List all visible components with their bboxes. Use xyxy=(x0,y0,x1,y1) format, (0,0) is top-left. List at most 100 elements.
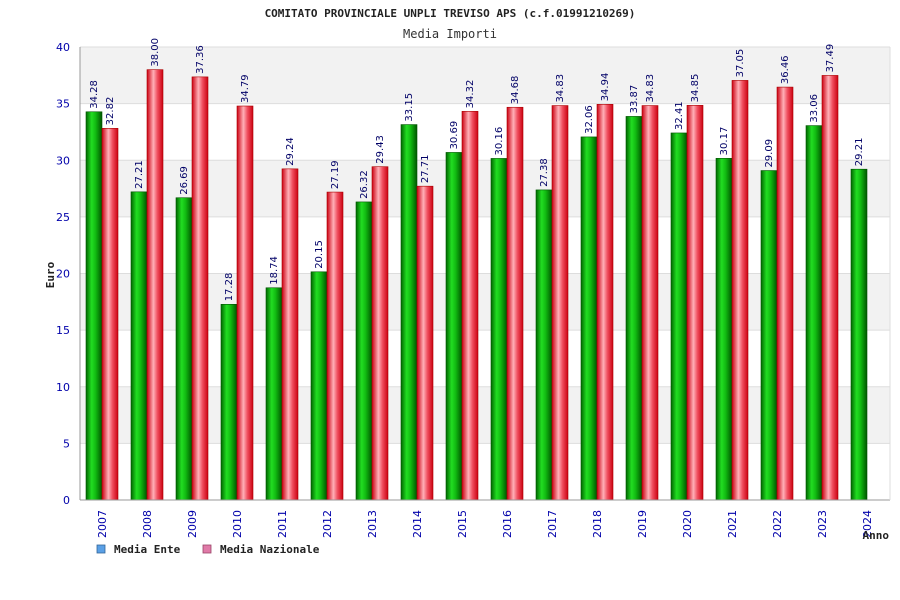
bar-media-ente xyxy=(670,132,688,501)
bar-media-nazionale xyxy=(326,191,344,501)
bar-value-label: 34.85 xyxy=(690,74,701,103)
bar-media-ente xyxy=(760,170,778,501)
bar-media-nazionale xyxy=(371,166,389,501)
y-tick-label: 40 xyxy=(56,41,70,54)
grid-band xyxy=(80,273,890,331)
bar-value-label: 29.43 xyxy=(375,135,386,164)
bar-media-ente xyxy=(265,287,283,501)
y-tick-label: 15 xyxy=(56,324,70,337)
bar-value-label: 38.00 xyxy=(150,38,161,67)
y-tick-label: 10 xyxy=(56,381,70,394)
y-tick-label: 35 xyxy=(56,98,70,111)
bar-value-label: 37.36 xyxy=(195,45,206,74)
x-tick-label: 2021 xyxy=(726,510,739,538)
bar-value-label: 36.46 xyxy=(780,55,791,84)
bar-value-label: 27.19 xyxy=(330,160,341,189)
bar-value-label: 33.15 xyxy=(404,93,415,122)
bar-media-nazionale xyxy=(281,168,299,501)
bar-value-labels: 34.28 27.21 26.69 17.28 18.74 20.15 26.32 33.15… xyxy=(89,38,865,301)
bar-value-label: 33.87 xyxy=(629,85,640,114)
grid-band xyxy=(80,386,890,444)
bar-media-ente xyxy=(130,191,148,501)
legend: Media Ente Media Nazionale xyxy=(96,543,320,556)
bar-media-nazionale xyxy=(191,76,209,501)
bar-media-ente xyxy=(400,124,418,501)
legend-swatch-media-nazionale xyxy=(202,544,212,554)
x-tick-label: 2019 xyxy=(636,510,649,538)
bar-media-nazionale xyxy=(641,105,659,501)
bar-value-label: 34.83 xyxy=(645,74,656,103)
bar-value-label: 18.74 xyxy=(269,256,280,285)
bar-media-nazionale xyxy=(551,105,569,501)
bar-media-nazionale xyxy=(101,128,119,501)
x-tick-label: 2009 xyxy=(186,510,199,538)
bar-value-label: 34.32 xyxy=(465,80,476,109)
y-tick-label: 5 xyxy=(63,437,70,450)
bar-media-ente xyxy=(175,197,193,501)
x-tick-label: 2017 xyxy=(546,510,559,538)
bar-media-ente xyxy=(355,201,373,501)
x-tick-label: 2012 xyxy=(321,510,334,538)
x-tick-label: 2024 xyxy=(861,510,874,538)
bar-value-label: 17.28 xyxy=(224,273,235,302)
bar-value-label: 27.21 xyxy=(134,160,145,189)
bar-media-ente xyxy=(310,271,328,501)
bar-value-label: 34.68 xyxy=(510,76,521,105)
bar-media-nazionale xyxy=(506,106,524,501)
x-tick-label: 2014 xyxy=(411,510,424,538)
bar-value-label: 30.16 xyxy=(494,127,505,156)
bar-media-nazionale xyxy=(731,80,749,501)
legend-label-media-nazionale: Media Nazionale xyxy=(220,543,320,556)
bar-value-label: 32.82 xyxy=(105,97,116,126)
bar-value-label: 32.06 xyxy=(584,105,595,134)
x-tick-label: 2023 xyxy=(816,510,829,538)
bar-media-ente xyxy=(625,116,643,501)
bar-media-nazionale xyxy=(236,105,254,501)
bar-media-nazionale xyxy=(461,111,479,501)
bar-media-ente xyxy=(805,125,823,501)
bar-value-label: 34.83 xyxy=(555,74,566,103)
bar-value-label: 30.17 xyxy=(719,127,730,156)
x-tick-label: 2010 xyxy=(231,510,244,538)
bar-media-ente xyxy=(535,189,553,501)
y-tick-label: 30 xyxy=(56,154,70,167)
bar-media-ente xyxy=(220,304,238,501)
y-axis-label: Euro xyxy=(44,261,57,288)
legend-label-media-ente: Media Ente xyxy=(114,543,181,556)
bar-value-label: 32.41 xyxy=(674,101,685,130)
y-tick-label: 0 xyxy=(63,494,70,507)
x-tick-label: 2020 xyxy=(681,510,694,538)
x-tick-labels: 2007 2008 2009 2010 2011 2012 2013 2014 2015 2016… xyxy=(96,510,874,538)
bar-value-label: 29.21 xyxy=(854,138,865,167)
bar-media-ente xyxy=(715,158,733,501)
x-tick-label: 2008 xyxy=(141,510,154,538)
bar-value-label: 37.05 xyxy=(735,49,746,78)
legend-swatch-media-ente xyxy=(96,544,106,554)
bars xyxy=(85,69,868,501)
bar-value-label: 34.79 xyxy=(240,74,251,103)
x-tick-label: 2016 xyxy=(501,510,514,538)
bar-media-nazionale xyxy=(821,75,839,501)
bar-value-label: 26.32 xyxy=(359,170,370,199)
bar-value-label: 20.15 xyxy=(314,240,325,269)
chart-subtitle: Media Importi xyxy=(403,27,497,41)
bar-value-label: 30.69 xyxy=(449,121,460,150)
y-tick-label: 20 xyxy=(56,268,70,281)
y-tick-label: 25 xyxy=(56,211,70,224)
bar-value-label: 33.06 xyxy=(809,94,820,123)
bar-value-label: 29.24 xyxy=(285,137,296,166)
bar-value-label: 27.38 xyxy=(539,158,550,187)
chart-title: COMITATO PROVINCIALE UNPLI TREVISO APS (… xyxy=(265,7,636,20)
bar-media-ente xyxy=(445,152,463,501)
bar-value-label: 26.69 xyxy=(179,166,190,195)
x-tick-label: 2011 xyxy=(276,510,289,538)
bar-media-ente xyxy=(85,111,103,501)
x-tick-label: 2007 xyxy=(96,510,109,538)
grid-band xyxy=(80,47,890,104)
y-tick-labels: 0 5 10 15 20 25 30 35 40 xyxy=(56,41,70,507)
bar-media-nazionale xyxy=(596,104,614,501)
x-tick-label: 2013 xyxy=(366,510,379,538)
axes xyxy=(79,47,891,501)
bar-media-ente xyxy=(850,168,868,501)
